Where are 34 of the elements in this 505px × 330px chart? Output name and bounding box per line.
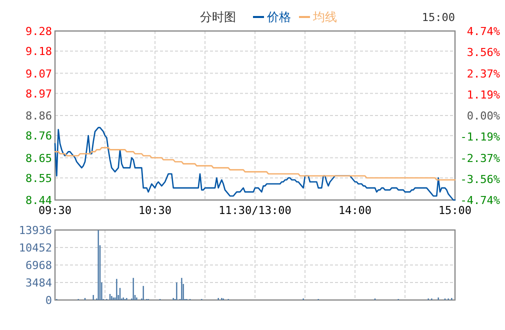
y2-tick-label: 0.00% bbox=[466, 110, 500, 122]
text: 15:00 bbox=[422, 11, 455, 24]
y-tick-label: 8.55 bbox=[26, 172, 52, 185]
y-tick-label: 8.86 bbox=[26, 110, 52, 122]
y2-tick-label: -3.56% bbox=[460, 172, 500, 186]
y-tick-label: 10452 bbox=[18, 242, 52, 254]
y2-tick-label: -1.19% bbox=[460, 130, 500, 144]
y-tick-label: 6968 bbox=[26, 259, 52, 272]
y2-tick-label: 3.56% bbox=[466, 46, 500, 60]
x-tick-label: 09:30 bbox=[38, 204, 72, 217]
y-tick-label: 8.97 bbox=[26, 87, 52, 100]
y2-tick-label: 1.19% bbox=[466, 88, 500, 102]
y2-tick-label: -4.74% bbox=[460, 194, 500, 207]
legend-label: 价格 bbox=[266, 10, 291, 24]
y2-tick-label: 4.74% bbox=[466, 25, 500, 38]
chart-title: 分时图 bbox=[200, 10, 236, 24]
x-tick-label: 15:00 bbox=[438, 204, 472, 217]
y-tick-label: 9.07 bbox=[26, 67, 52, 80]
y-tick-label: 13936 bbox=[18, 224, 52, 237]
line-series bbox=[54, 147, 456, 181]
y-tick-label: 8.65 bbox=[26, 152, 52, 165]
legend-label: 均线 bbox=[312, 10, 337, 24]
y2-tick-label: 2.37% bbox=[466, 67, 500, 80]
y-tick-label: 8.44 bbox=[26, 194, 52, 207]
y-tick-label: 8.76 bbox=[26, 130, 52, 143]
y-tick-label: 3484 bbox=[26, 276, 52, 290]
line-series bbox=[54, 126, 456, 201]
x-tick-label: 14:00 bbox=[338, 204, 372, 217]
y-tick-label: 0 bbox=[45, 294, 52, 307]
x-tick-label: 11:30/13:00 bbox=[218, 204, 292, 217]
y-tick-label: 9.18 bbox=[26, 45, 52, 58]
y2-tick-label: -2.37% bbox=[460, 152, 500, 165]
x-tick-label: 10:30 bbox=[138, 204, 172, 217]
y-tick-label: 9.28 bbox=[26, 25, 52, 38]
